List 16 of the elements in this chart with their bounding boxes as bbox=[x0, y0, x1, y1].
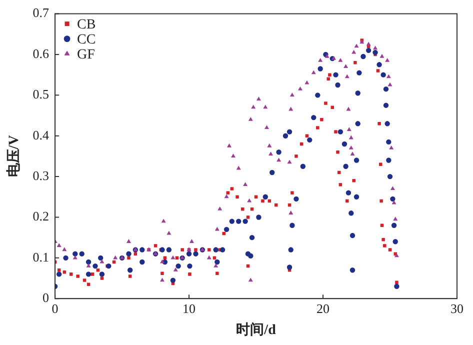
y-tick-label: 0.6 bbox=[32, 46, 50, 61]
y-tick-label: 0.4 bbox=[32, 127, 50, 142]
y-axis-title: 电压/V bbox=[6, 135, 22, 178]
y-tick-label: 0.2 bbox=[32, 208, 50, 224]
legend-label: GF bbox=[77, 47, 96, 62]
y-tick-label: 0.3 bbox=[32, 168, 50, 183]
x-tick-label: 20 bbox=[316, 300, 330, 316]
y-tick-label: 0.1 bbox=[32, 249, 50, 264]
x-axis-title: 时间/d bbox=[236, 322, 276, 338]
x-tick-label: 30 bbox=[450, 300, 464, 316]
legend-label: CC bbox=[77, 32, 96, 48]
y-tick-label: 0.5 bbox=[32, 86, 50, 102]
y-tick-label: 0 bbox=[42, 290, 50, 306]
legend-label: CB bbox=[77, 17, 96, 32]
y-tick-label: 0.7 bbox=[32, 5, 50, 20]
x-tick-label: 10 bbox=[182, 300, 196, 316]
